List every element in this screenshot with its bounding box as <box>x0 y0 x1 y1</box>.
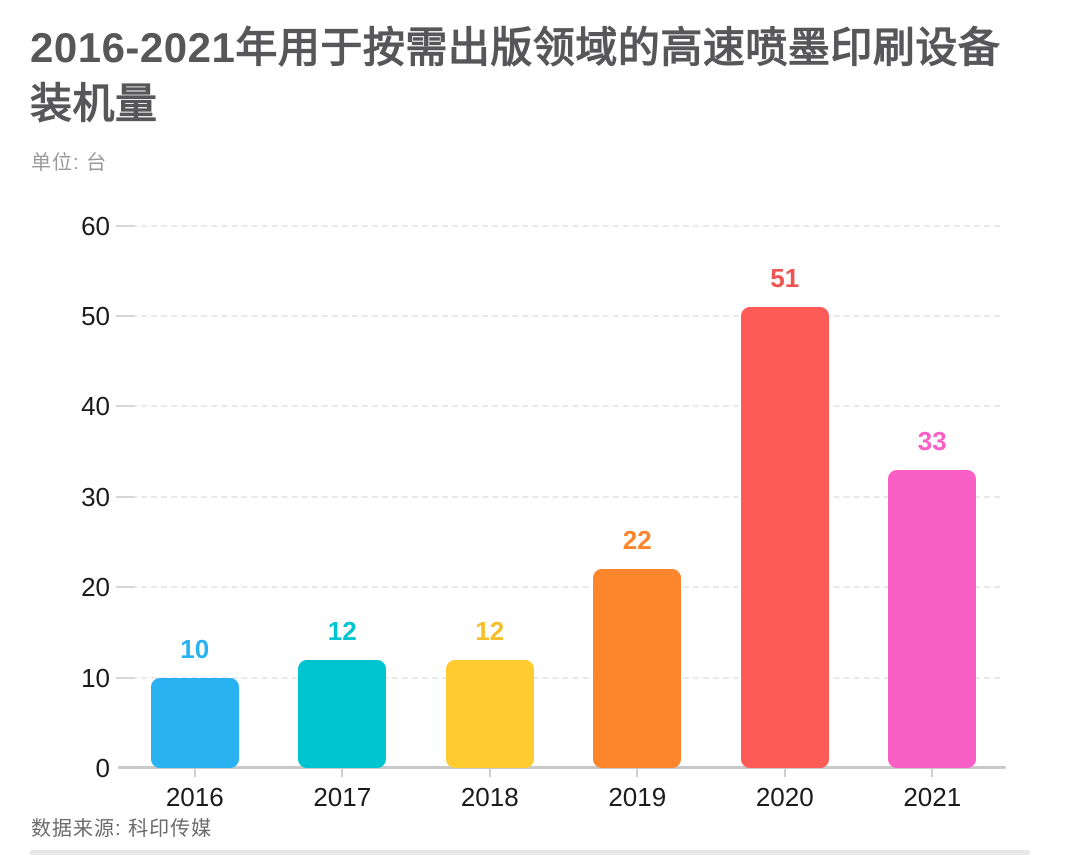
y-axis-label-10: 10 <box>81 662 110 693</box>
chart-title: 2016-2021年用于按需出版领域的高速喷墨印刷设备装机量 <box>30 24 1001 127</box>
bar-value-label-2016: 10 <box>180 633 210 664</box>
x-axis-tick-2020 <box>783 769 786 777</box>
bar-2017 <box>298 659 387 768</box>
gridline-30 <box>121 495 1000 498</box>
bar-2019 <box>593 569 682 768</box>
x-axis-tick-2016 <box>193 769 196 777</box>
bar-value-label-2018: 12 <box>475 615 505 646</box>
y-axis-tick-30 <box>116 495 134 498</box>
bar-value-label-2020: 51 <box>770 262 800 293</box>
bar-2018 <box>445 659 534 768</box>
gridline-60 <box>121 224 1000 227</box>
bar-2021 <box>888 469 977 768</box>
gridline-10 <box>121 676 1000 679</box>
y-axis-label-20: 20 <box>81 572 110 603</box>
gridline-50 <box>121 314 1000 317</box>
data-source-label: 数据来源: 科印传媒 <box>31 818 213 840</box>
y-axis-label-50: 50 <box>81 300 110 331</box>
x-axis-tick-2021 <box>931 769 934 777</box>
y-axis-tick-60 <box>116 224 134 227</box>
y-axis-label-40: 40 <box>81 391 110 422</box>
bar-2020 <box>740 306 829 768</box>
y-axis-tick-50 <box>116 314 134 317</box>
x-axis-tick-2017 <box>341 769 344 777</box>
x-axis-tick-2018 <box>488 769 491 777</box>
bar-value-label-2019: 22 <box>622 525 652 556</box>
x-axis-label-2020: 2020 <box>755 782 814 812</box>
x-axis-label-2017: 2017 <box>313 782 372 812</box>
bar-value-label-2021: 33 <box>917 425 947 456</box>
gridline-20 <box>121 586 1000 589</box>
x-axis-label-2016: 2016 <box>165 782 224 812</box>
y-axis-label-60: 60 <box>81 210 110 241</box>
y-axis-label-30: 30 <box>81 481 110 512</box>
y-axis-label-0: 0 <box>95 753 110 783</box>
unit-label: 单位: 台 <box>31 152 108 174</box>
bottom-divider <box>30 850 1030 855</box>
y-axis-tick-40 <box>116 405 134 408</box>
x-axis-line <box>118 766 1006 769</box>
x-axis-label-2019: 2019 <box>608 782 667 812</box>
y-axis-tick-20 <box>116 586 134 589</box>
bar-2016 <box>150 677 239 768</box>
x-axis-tick-2019 <box>636 769 639 777</box>
gridline-40 <box>121 405 1000 408</box>
x-axis-label-2021: 2021 <box>903 782 962 812</box>
x-axis-label-2018: 2018 <box>460 782 519 812</box>
bar-value-label-2017: 12 <box>327 615 357 646</box>
y-axis-tick-10 <box>116 676 134 679</box>
